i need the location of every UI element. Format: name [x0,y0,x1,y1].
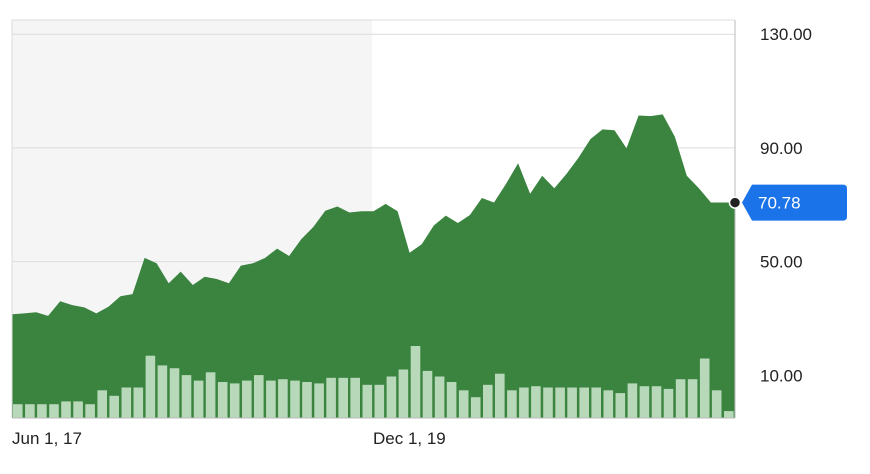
volume-bar-22 [278,379,288,418]
volume-bar-12 [157,365,168,418]
x-tick-label-1: Dec 1, 19 [373,429,446,448]
y-tick-label-2: 50.00 [760,253,803,272]
volume-bar-28 [350,377,360,418]
volume-bar-46 [567,387,577,418]
volume-bar-4 [61,401,71,418]
volume-bar-11 [145,355,156,418]
volume-bar-20 [254,375,264,418]
volume-bar-26 [326,377,336,418]
current-value-label: 70.78 [758,194,801,213]
volume-bar-16 [205,372,216,418]
volume-bar-53 [651,386,662,418]
volume-bar-21 [266,380,276,418]
volume-bar-40 [495,373,505,418]
price-area [12,114,735,419]
volume-bar-43 [531,386,541,418]
volume-bar-8 [109,395,119,418]
volume-bar-32 [398,369,409,418]
volume-bar-45 [555,387,565,418]
current-value-badge [742,184,847,221]
x-tick-label-0: Jun 1, 17 [12,429,82,448]
volume-bar-56 [687,379,698,418]
volume-bar-9 [121,387,132,418]
volume-bar-59 [724,411,734,418]
volume-bar-17 [217,382,228,418]
volume-bar-57 [699,358,710,418]
volume-bar-3 [49,404,59,418]
volume-bar-55 [675,379,686,418]
volume-bar-49 [603,390,614,418]
volume-bar-36 [446,382,457,418]
volume-bar-30 [374,384,385,418]
volume-bar-58 [711,390,722,418]
volume-bar-35 [434,376,445,418]
volume-bar-6 [85,404,95,418]
volume-bar-18 [229,383,240,418]
y-tick-label-1: 90.00 [760,139,803,158]
volume-bar-41 [507,390,517,418]
volume-bar-47 [579,387,589,418]
volume-bar-27 [338,377,348,418]
volume-bar-19 [242,380,252,418]
volume-bar-50 [615,393,626,418]
volume-bar-14 [181,375,192,418]
volume-bar-37 [458,390,469,418]
volume-bar-33 [410,346,421,418]
volume-bar-54 [663,388,674,418]
volume-bar-23 [290,380,300,418]
volume-bar-44 [543,387,553,418]
volume-bar-7 [97,390,107,418]
volume-bar-34 [422,370,433,418]
volume-bar-5 [73,401,83,418]
volume-bar-2 [37,404,47,418]
current-point-marker [728,196,742,209]
volume-bar-29 [362,384,373,418]
volume-bar-24 [302,382,312,418]
volume-bar-13 [169,368,180,418]
volume-bar-51 [627,383,638,418]
y-tick-label-3: 10.00 [760,366,803,385]
volume-bar-48 [591,387,601,418]
volume-bar-52 [639,386,650,418]
y-tick-label-0: 130.00 [760,25,812,44]
volume-bar-0 [13,404,23,418]
volume-bar-1 [25,404,35,418]
volume-bar-42 [519,387,529,418]
volume-bar-15 [193,380,204,418]
volume-bar-25 [314,383,324,418]
volume-bar-38 [470,397,481,418]
volume-bar-10 [133,387,144,418]
volume-bar-39 [483,384,493,418]
volume-bar-31 [386,376,397,418]
